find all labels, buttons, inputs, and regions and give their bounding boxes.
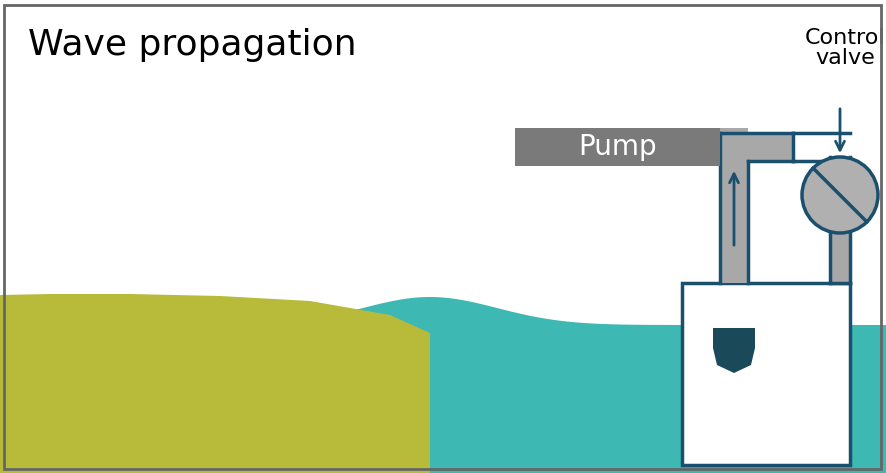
Polygon shape	[0, 297, 886, 473]
Bar	[682, 283, 850, 465]
Bar	[720, 128, 748, 166]
Polygon shape	[713, 328, 755, 373]
Text: Control: Control	[804, 28, 885, 48]
Bar	[720, 133, 748, 283]
Text: valve: valve	[815, 48, 874, 68]
Bar	[830, 233, 850, 283]
Polygon shape	[0, 294, 430, 473]
Text: Pump: Pump	[579, 133, 657, 161]
Text: Wave propagation: Wave propagation	[28, 28, 357, 62]
Circle shape	[802, 157, 878, 233]
Bar	[515, 128, 720, 166]
Bar	[720, 133, 793, 161]
Bar	[830, 157, 850, 161]
